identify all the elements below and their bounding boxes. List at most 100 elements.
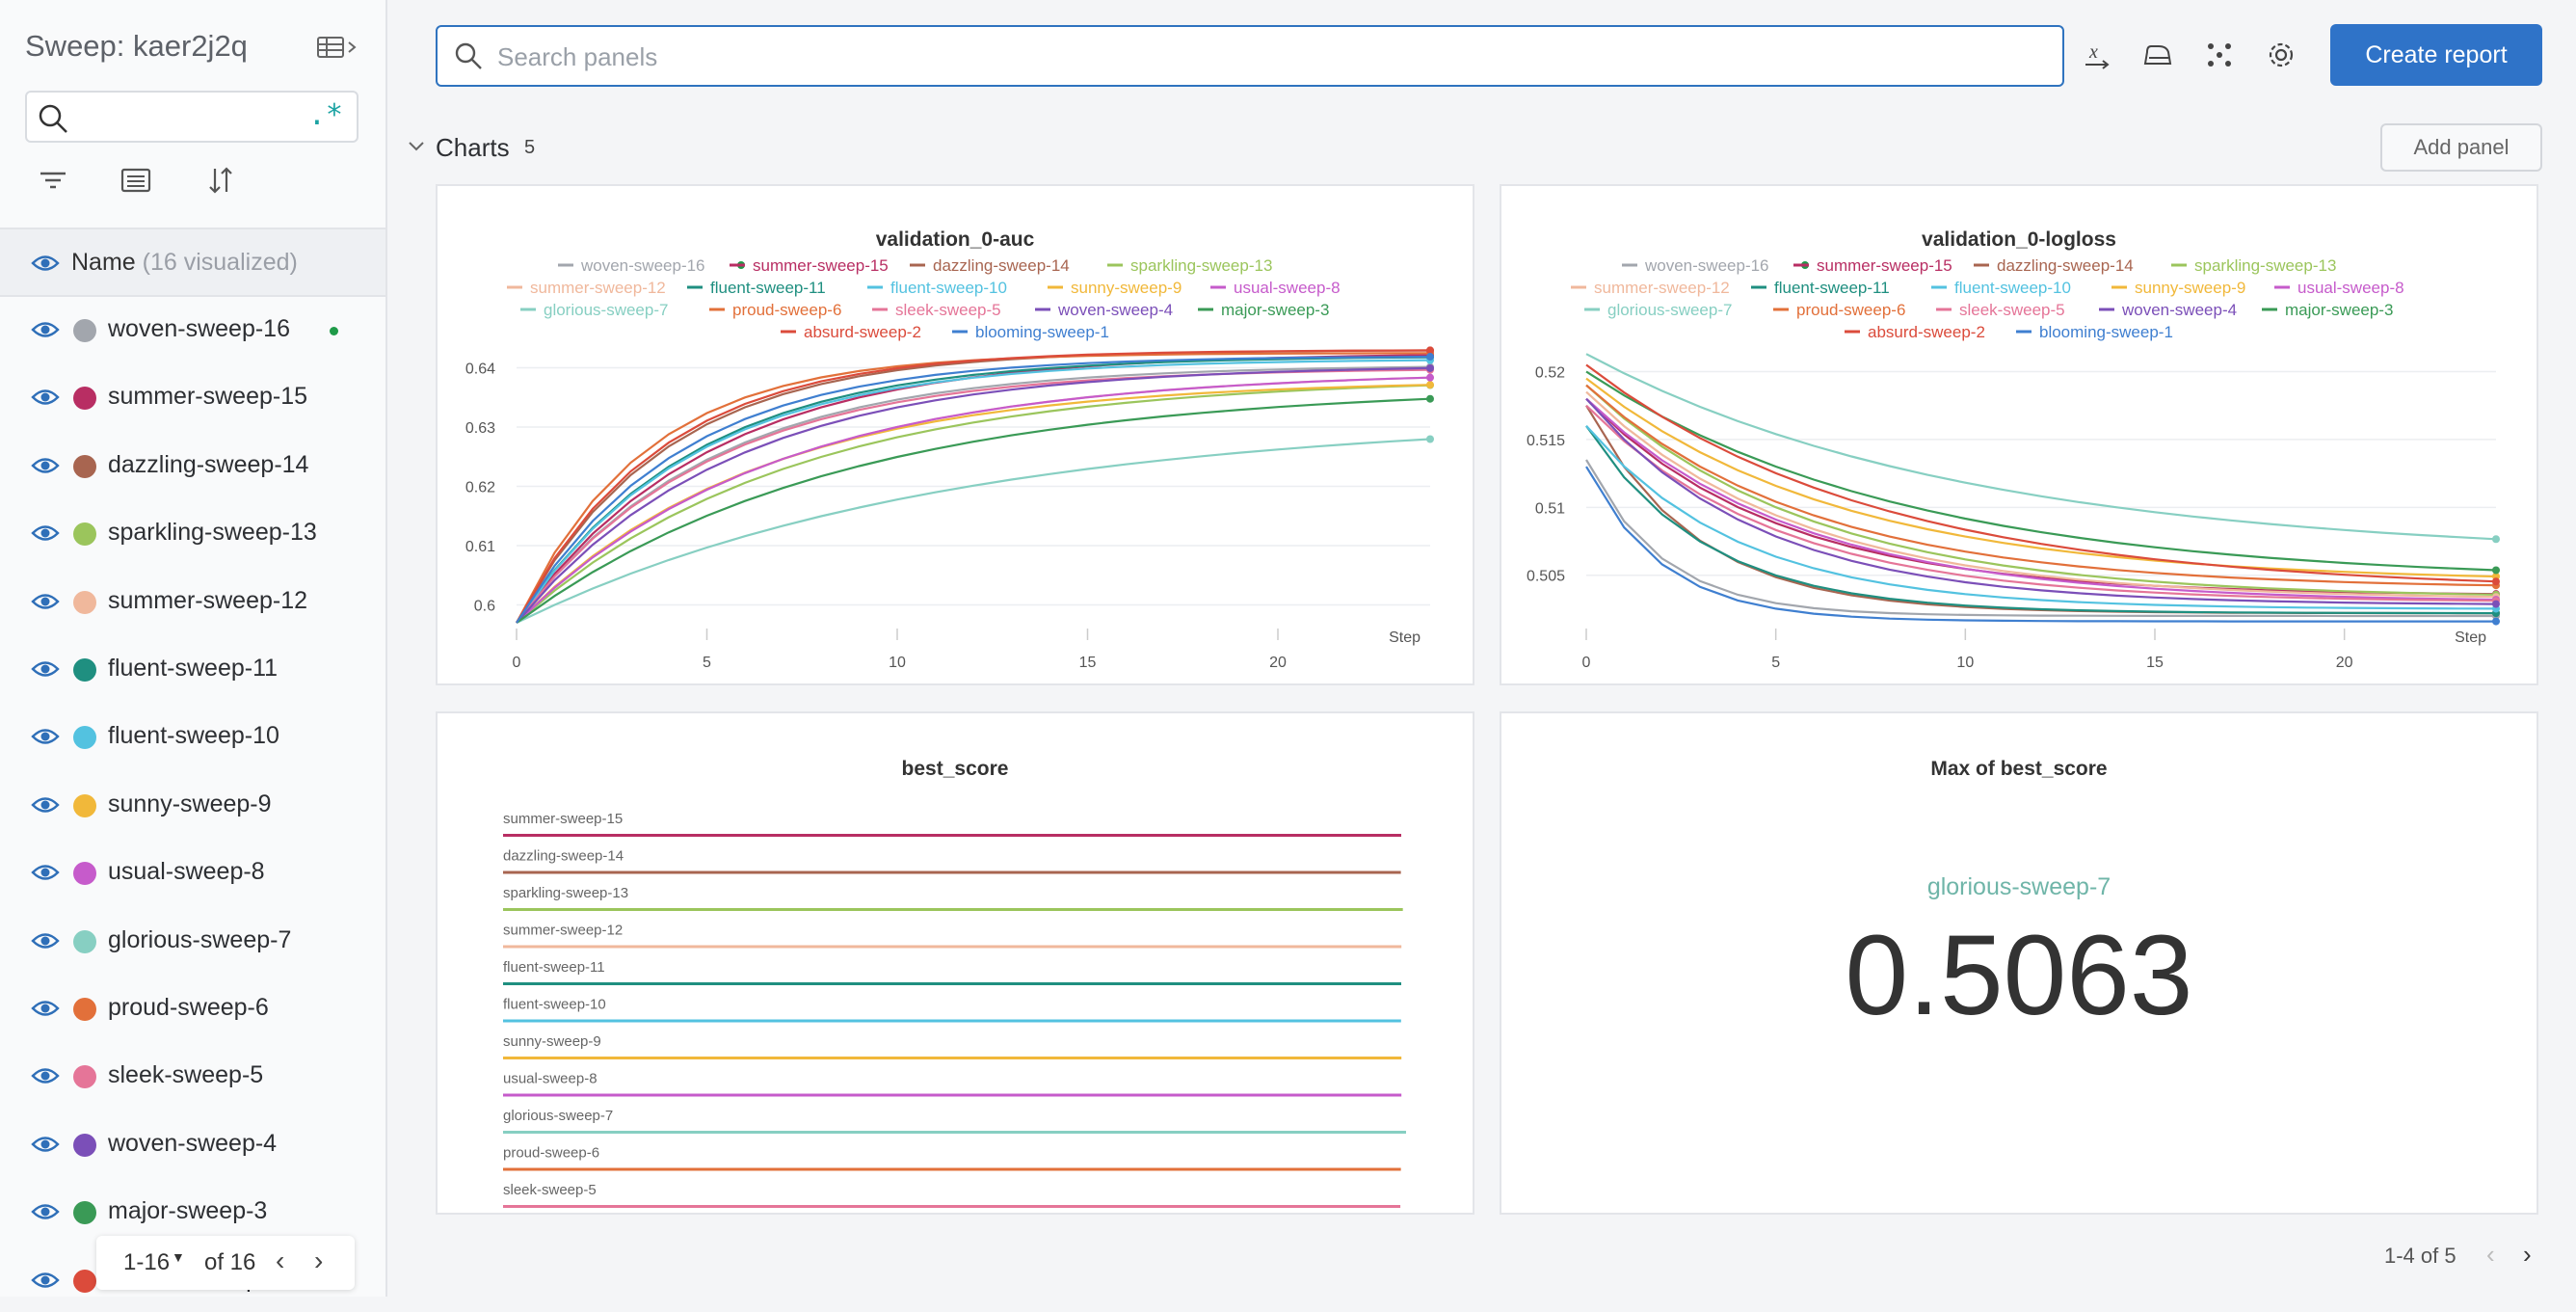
- run-row[interactable]: summer-sweep-12: [0, 576, 385, 633]
- series-line-fluent-sweep-11[interactable]: [516, 356, 1431, 624]
- run-search-input[interactable]: .*: [25, 91, 359, 143]
- outliers-icon[interactable]: [2203, 39, 2236, 71]
- eye-icon[interactable]: [31, 998, 60, 1024]
- eye-icon[interactable]: [31, 1201, 60, 1227]
- eye-icon[interactable]: [31, 726, 60, 752]
- bar-usual-sweep-8[interactable]: [503, 1093, 1402, 1097]
- chart-panel-best-score[interactable]: best_score summer-sweep-15 dazzling-sweep…: [436, 711, 1474, 1215]
- series-line-glorious-sweep-7[interactable]: [516, 438, 1431, 624]
- run-name[interactable]: dazzling-sweep-14: [108, 450, 309, 478]
- chart-panel-logloss[interactable]: validation_0-logloss woven-sweep-16 summe…: [1500, 184, 2538, 685]
- series-line-sparkling-sweep-13[interactable]: [1585, 384, 2497, 596]
- eye-icon[interactable]: [31, 658, 60, 684]
- series-line-blooming-sweep-1[interactable]: [1585, 466, 2496, 623]
- run-row[interactable]: sparkling-sweep-13: [0, 507, 385, 565]
- run-color-swatch[interactable]: [73, 998, 96, 1021]
- eye-icon[interactable]: [31, 1065, 60, 1091]
- eye-icon[interactable]: [31, 862, 60, 888]
- eye-icon[interactable]: [31, 455, 60, 481]
- panel-search-field[interactable]: [436, 25, 2064, 87]
- series-line-sparkling-sweep-13[interactable]: [516, 384, 1431, 624]
- name-column-header[interactable]: Name (16 visualized): [0, 228, 385, 297]
- eye-icon[interactable]: [31, 387, 60, 413]
- regex-toggle[interactable]: .*: [307, 98, 343, 132]
- run-name[interactable]: usual-sweep-8: [108, 858, 265, 886]
- bar-sparkling-sweep-13[interactable]: [503, 908, 1403, 911]
- run-row[interactable]: summer-sweep-15: [0, 371, 385, 429]
- eye-icon[interactable]: [31, 930, 60, 956]
- run-name[interactable]: summer-sweep-12: [108, 586, 308, 614]
- series-line-woven-sweep-4[interactable]: [1585, 397, 2497, 605]
- add-panel-button[interactable]: Add panel: [2380, 123, 2542, 172]
- create-report-button[interactable]: Create report: [2330, 24, 2542, 86]
- run-color-swatch[interactable]: [73, 454, 96, 478]
- series-line-absurd-sweep-2[interactable]: [516, 349, 1431, 624]
- series-line-proud-sweep-6[interactable]: [1585, 384, 2497, 587]
- chevron-right-icon[interactable]: ›: [314, 1245, 324, 1275]
- run-name[interactable]: major-sweep-3: [108, 1197, 268, 1225]
- run-row[interactable]: woven-sweep-16: [0, 304, 385, 361]
- run-color-swatch[interactable]: [73, 862, 96, 886]
- series-line-sunny-sweep-9[interactable]: [516, 384, 1431, 624]
- series-line-absurd-sweep-2[interactable]: [1585, 363, 2497, 583]
- bar-dazzling-sweep-14[interactable]: [503, 870, 1401, 874]
- eye-icon[interactable]: [31, 319, 60, 345]
- run-row[interactable]: usual-sweep-8: [0, 846, 385, 904]
- run-row[interactable]: sunny-sweep-9: [0, 779, 385, 837]
- run-color-swatch[interactable]: [73, 929, 96, 953]
- run-color-swatch[interactable]: [73, 658, 96, 682]
- run-row[interactable]: sleek-sweep-5: [0, 1050, 385, 1108]
- series-line-usual-sweep-8[interactable]: [516, 376, 1431, 624]
- bar-sleek-sweep-5[interactable]: [503, 1205, 1401, 1208]
- scalar-panel-max-best-score[interactable]: Max of best_score glorious-sweep-7 0.506…: [1500, 711, 2538, 1215]
- table-toggle-icon[interactable]: [316, 35, 360, 60]
- series-line-woven-sweep-16[interactable]: [1585, 459, 2496, 618]
- series-line-blooming-sweep-1[interactable]: [516, 355, 1431, 624]
- caret-down-icon[interactable]: ▼: [172, 1249, 185, 1265]
- run-color-swatch[interactable]: [73, 1201, 96, 1225]
- series-line-fluent-sweep-10[interactable]: [1585, 425, 2497, 610]
- chevron-left-icon[interactable]: ‹: [2486, 1240, 2495, 1269]
- section-title[interactable]: Charts: [436, 133, 510, 162]
- eye-icon[interactable]: [31, 253, 60, 279]
- run-row[interactable]: woven-sweep-4: [0, 1118, 385, 1176]
- bar-fluent-sweep-11[interactable]: [503, 982, 1402, 985]
- bar-summer-sweep-12[interactable]: [503, 945, 1402, 949]
- x-axis-icon[interactable]: x: [2082, 39, 2114, 71]
- series-line-fluent-sweep-10[interactable]: [516, 359, 1431, 624]
- run-name[interactable]: woven-sweep-16: [108, 315, 290, 342]
- eye-icon[interactable]: [31, 522, 60, 549]
- series-line-fluent-sweep-11[interactable]: [1585, 425, 2497, 615]
- run-name[interactable]: proud-sweep-6: [108, 994, 269, 1021]
- eye-icon[interactable]: [31, 591, 60, 617]
- panel-search-input[interactable]: [495, 39, 2037, 75]
- run-name[interactable]: sunny-sweep-9: [108, 790, 272, 817]
- run-color-swatch[interactable]: [73, 522, 96, 547]
- series-line-sunny-sweep-9[interactable]: [1585, 377, 2497, 578]
- run-color-swatch[interactable]: [73, 1065, 96, 1089]
- run-color-swatch[interactable]: [73, 1269, 96, 1293]
- eye-icon[interactable]: [31, 1134, 60, 1160]
- settings-icon[interactable]: [2265, 39, 2297, 71]
- run-name[interactable]: summer-sweep-15: [108, 383, 308, 411]
- group-icon[interactable]: [120, 164, 152, 197]
- bar-fluent-sweep-10[interactable]: [503, 1019, 1401, 1023]
- chart-panel-auc[interactable]: validation_0-auc woven-sweep-16 summer-sw…: [436, 184, 1474, 685]
- bar-summer-sweep-15[interactable]: [503, 834, 1402, 837]
- run-row[interactable]: fluent-sweep-11: [0, 643, 385, 701]
- run-color-swatch[interactable]: [73, 793, 96, 817]
- series-line-glorious-sweep-7[interactable]: [1585, 353, 2497, 541]
- chevron-right-icon[interactable]: ›: [2523, 1240, 2532, 1269]
- run-color-swatch[interactable]: [73, 319, 96, 342]
- run-name[interactable]: woven-sweep-4: [108, 1129, 278, 1157]
- run-row[interactable]: fluent-sweep-10: [0, 710, 385, 768]
- bar-proud-sweep-6[interactable]: [503, 1167, 1401, 1171]
- bar-glorious-sweep-7[interactable]: [503, 1131, 1406, 1134]
- run-name[interactable]: fluent-sweep-11: [108, 655, 279, 682]
- sort-icon[interactable]: [204, 164, 237, 197]
- chevron-down-icon[interactable]: [407, 139, 426, 159]
- series-line-woven-sweep-16[interactable]: [516, 365, 1431, 624]
- eye-icon[interactable]: [31, 794, 60, 820]
- chevron-left-icon[interactable]: ‹: [276, 1245, 285, 1275]
- filter-icon[interactable]: [37, 164, 69, 197]
